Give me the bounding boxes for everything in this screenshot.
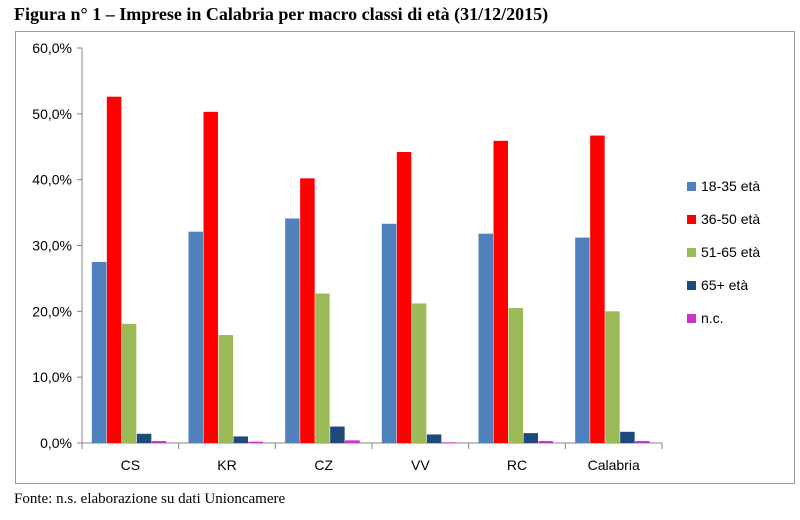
bar	[188, 231, 203, 443]
bar	[151, 441, 167, 443]
bar	[345, 440, 360, 443]
y-tick-label: 30,0%	[32, 238, 72, 254]
legend-swatch	[687, 314, 696, 323]
x-tick-label: CZ	[314, 457, 333, 473]
bar	[233, 436, 248, 443]
legend-swatch	[687, 215, 696, 224]
bar	[203, 111, 218, 443]
bar	[91, 261, 107, 443]
legend-label: 65+ età	[701, 277, 748, 293]
bar	[590, 135, 605, 443]
bar	[538, 441, 553, 443]
bar	[106, 96, 122, 443]
bar	[315, 293, 330, 443]
x-tick-label: CS	[121, 457, 140, 473]
x-tick-label: Calabria	[588, 457, 640, 473]
bar	[121, 323, 137, 443]
bar	[330, 426, 345, 443]
bar	[381, 223, 397, 443]
legend-swatch	[687, 182, 696, 191]
legend-label: n.c.	[701, 310, 724, 326]
bar	[620, 431, 635, 443]
x-tick-label: RC	[507, 457, 527, 473]
legend-label: 51-65 età	[701, 244, 760, 260]
bar	[300, 178, 315, 443]
legend-label: 36-50 età	[701, 211, 760, 227]
bar	[136, 433, 152, 443]
legend: 18-35 età 36-50 età 51-65 età 65+ età n.c.	[687, 178, 760, 326]
legend-swatch	[687, 281, 696, 290]
bar	[411, 303, 427, 443]
bar	[441, 442, 457, 443]
legend-label: 18-35 età	[701, 178, 760, 194]
bar	[396, 152, 412, 443]
bar	[605, 311, 620, 443]
bar	[493, 140, 508, 443]
x-tick-label: VV	[411, 457, 430, 473]
legend-swatch	[687, 248, 696, 257]
bar	[635, 441, 650, 443]
y-tick-label: 10,0%	[32, 369, 72, 385]
x-axis: CS KR CZ VV RC Calabria	[81, 442, 663, 473]
y-tick-label: 50,0%	[32, 106, 72, 122]
y-tick-label: 40,0%	[32, 172, 72, 188]
bar	[523, 433, 538, 443]
bar	[575, 237, 590, 443]
bar	[218, 335, 233, 443]
bar	[478, 233, 493, 443]
y-tick-label: 20,0%	[32, 303, 72, 319]
source-note: Fonte: n.s. elaborazione su dati Unionca…	[14, 491, 286, 507]
bars-group	[91, 96, 650, 443]
bar	[426, 434, 442, 443]
chart-title: Figura n° 1 – Imprese in Calabria per ma…	[14, 4, 549, 24]
x-tick-label: KR	[217, 457, 236, 473]
y-tick-label: 60,0%	[32, 40, 72, 56]
bar	[508, 308, 523, 443]
y-axis: 0,0% 10,0% 20,0% 30,0% 40,0% 50,0% 60,0%	[32, 40, 83, 451]
bar	[248, 441, 263, 443]
bar	[285, 218, 300, 443]
y-tick-label: 0,0%	[40, 435, 72, 451]
